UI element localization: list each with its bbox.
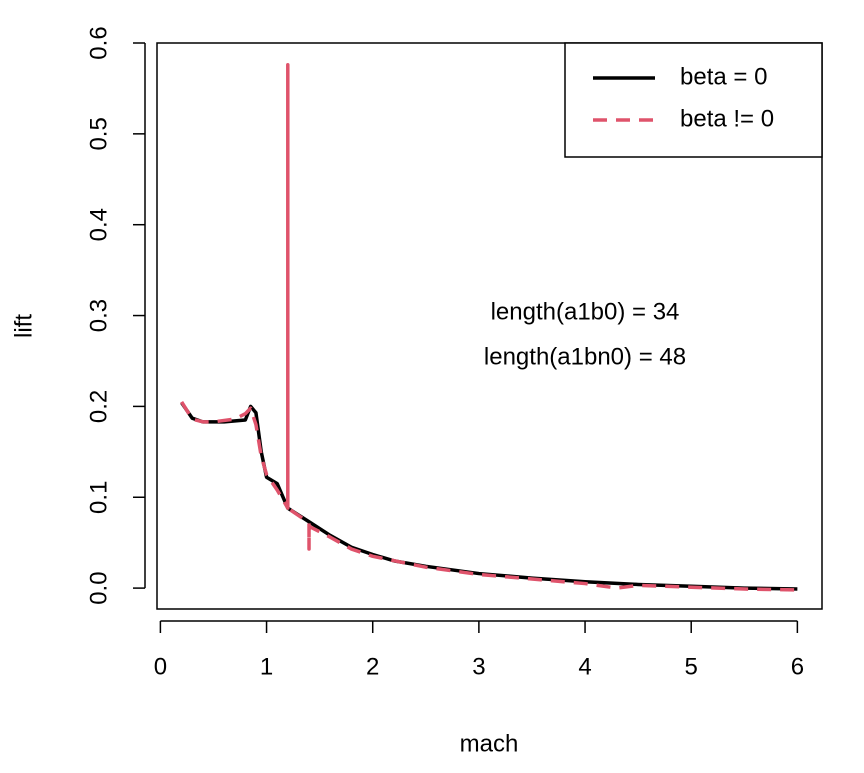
x-tick-label: 3 xyxy=(472,653,485,680)
y-tick-label: 0.1 xyxy=(85,481,112,514)
x-tick-label: 1 xyxy=(260,653,273,680)
y-tick-label: 0.5 xyxy=(85,117,112,150)
x-tick-label: 6 xyxy=(791,653,804,680)
annotation: length(a1b0) = 34 xyxy=(491,298,680,325)
x-tick-label: 4 xyxy=(578,653,591,680)
y-tick-label: 0.2 xyxy=(85,390,112,423)
x-tick-label: 2 xyxy=(366,653,379,680)
data-line xyxy=(180,401,798,591)
legend-label: beta != 0 xyxy=(680,105,774,132)
y-tick-label: 0.6 xyxy=(85,26,112,59)
annotation: length(a1bn0) = 48 xyxy=(484,343,686,370)
y-tick-label: 0.3 xyxy=(85,299,112,332)
plot-box xyxy=(156,42,823,610)
legend-box xyxy=(564,42,823,158)
x-tick-label: 5 xyxy=(685,653,698,680)
x-tick-label: 0 xyxy=(154,653,167,680)
y-axis-label: lift xyxy=(10,314,37,338)
x-axis-label: mach xyxy=(460,730,519,757)
data-line xyxy=(180,63,798,592)
legend-label: beta = 0 xyxy=(680,63,767,90)
y-tick-label: 0.4 xyxy=(85,208,112,241)
y-tick-label: 0.0 xyxy=(85,571,112,604)
